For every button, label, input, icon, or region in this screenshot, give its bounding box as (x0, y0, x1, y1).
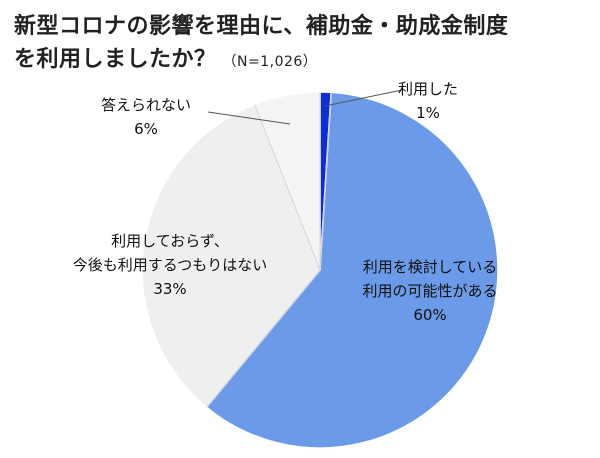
slice-percent-label-3: 33% (153, 280, 186, 298)
chart-title-line1: 新型コロナの影響を理由に、補助金・助成金制度 (14, 14, 509, 39)
slice-label-2: 利用の可能性がある (362, 282, 497, 300)
slice-label-2: 利用を検討している (363, 258, 498, 276)
slice-border-3 (206, 269, 321, 408)
chart-title-line2: を利用しましたか？ （N=1,026） (14, 43, 594, 79)
slice-border-4 (254, 104, 321, 271)
slice-label-3: 利用しておらず、 (111, 232, 229, 250)
slice-label-4: 答えられない (101, 96, 191, 114)
leader-line-1 (324, 89, 403, 107)
pie-slice-3 (141, 103, 321, 409)
chart-title-line2-text: を利用しましたか？ (14, 47, 217, 72)
pie-slice-2 (205, 91, 499, 449)
slice-percent-label-4: 6% (134, 120, 158, 138)
slice-border-2 (319, 92, 332, 271)
leader-line-4 (207, 111, 291, 125)
slice-percent-label-1: 1% (416, 104, 440, 122)
slice-percent-label-2: 60% (413, 306, 446, 324)
sample-size: （N=1,026） (222, 54, 318, 70)
slice-label-3: 今後も利用するつもりはない (73, 256, 267, 274)
slice-label-1: 利用した (398, 80, 458, 98)
chart-title: 新型コロナの影響を理由に、補助金・助成金制度 を利用しましたか？ （N=1,026… (14, 10, 594, 79)
